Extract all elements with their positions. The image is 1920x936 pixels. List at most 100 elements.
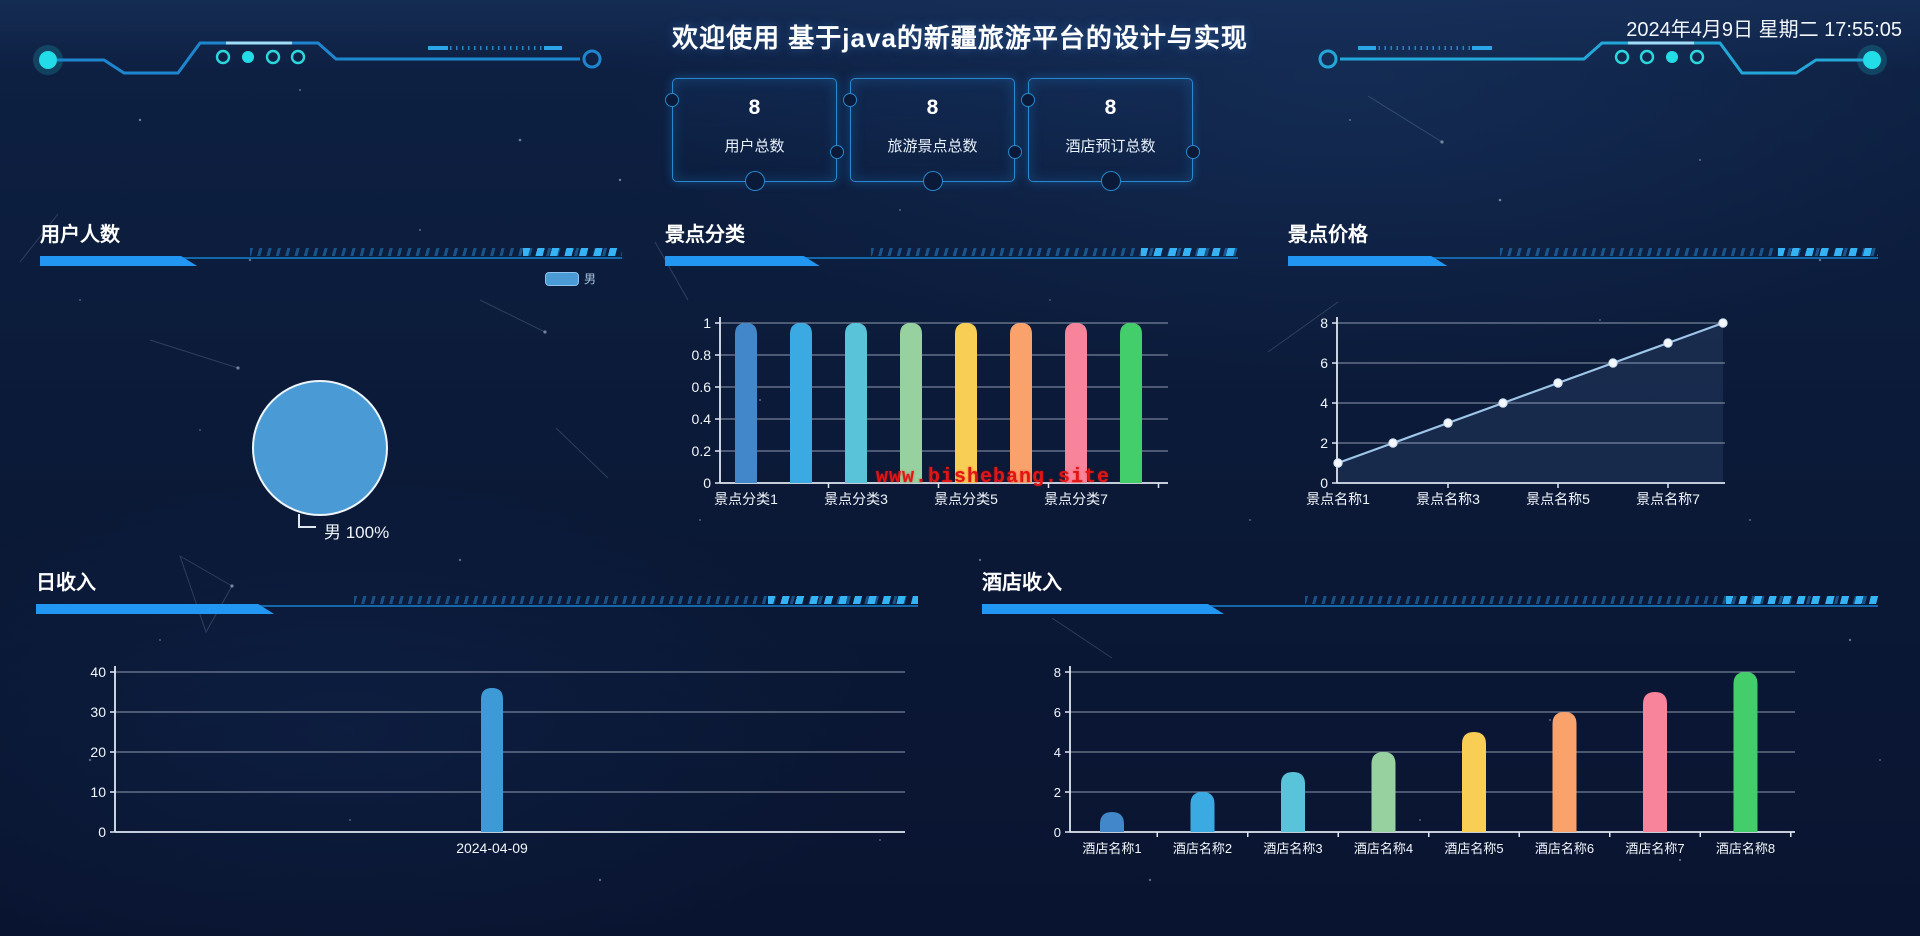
- bars: [1100, 672, 1758, 832]
- section-title-hotel-income: 酒店收入: [982, 572, 1062, 594]
- svg-text:2: 2: [1320, 435, 1328, 451]
- bar: [481, 688, 503, 832]
- pie-callout-line: [298, 514, 316, 528]
- section-title-categories: 景点分类: [665, 224, 745, 246]
- bar: [955, 323, 977, 483]
- card-notch: [1008, 145, 1022, 159]
- datetime-display: 2024年4月9日 星期二 17:55:05: [1626, 19, 1902, 41]
- svg-text:6: 6: [1320, 355, 1328, 371]
- svg-text:景点名称7: 景点名称7: [1636, 491, 1700, 507]
- card-notch: [744, 171, 765, 191]
- line-area: [1338, 323, 1723, 483]
- svg-text:景点分类5: 景点分类5: [934, 491, 998, 507]
- svg-text:4: 4: [1054, 745, 1061, 760]
- bar: [1462, 732, 1486, 832]
- line-path: [1337, 321, 1724, 465]
- axes-grid: 0 2 4 6 8: [1320, 315, 1725, 491]
- svg-text:酒店名称3: 酒店名称3: [1263, 841, 1322, 856]
- bar: [735, 323, 757, 483]
- bar: [1552, 712, 1577, 832]
- svg-text:6: 6: [1054, 705, 1061, 720]
- stat-label-users: 用户总数: [724, 138, 785, 155]
- svg-text:景点分类1: 景点分类1: [714, 491, 778, 507]
- x-labels: 景点分类1 景点分类3 景点分类5 景点分类7: [714, 483, 1160, 507]
- categories-bar-chart: 0 0.2 0.4 0.6 0.8 1 景点分类1 景点分类3 景点分类5 景点分类7: [692, 315, 1168, 507]
- section-underline: [982, 596, 1878, 616]
- svg-text:0: 0: [1320, 475, 1328, 491]
- x-labels: 2024-04-09: [456, 840, 528, 856]
- bar: [790, 323, 812, 483]
- bar: [900, 323, 922, 483]
- bar: [845, 323, 867, 483]
- legend-marker: [545, 271, 579, 286]
- pie-callout-label: 男 100%: [324, 523, 390, 542]
- card-notch: [1021, 93, 1035, 107]
- svg-text:酒店名称1: 酒店名称1: [1082, 841, 1141, 856]
- svg-text:酒店名称7: 酒店名称7: [1625, 841, 1684, 856]
- bar: [1100, 812, 1124, 832]
- bar: [1010, 323, 1032, 483]
- x-labels: 景点名称1 景点名称3 景点名称5 景点名称7: [1306, 483, 1700, 507]
- hotel-income-bar-chart: 0 2 4 6 8 酒店名称1 酒店名称2 酒店名称3 酒店名称4 酒店名称5 酒店名称6 酒店名称7…: [1054, 665, 1795, 856]
- svg-text:酒店名称8: 酒店名称8: [1716, 841, 1775, 856]
- stat-cards-row: 8 用户总数 8 旅游景点总数 8 酒店预订总数: [665, 78, 1200, 191]
- section-title-prices: 景点价格: [1288, 224, 1368, 246]
- svg-text:20: 20: [90, 744, 106, 760]
- card-notch: [1186, 145, 1200, 159]
- card-notch: [665, 93, 679, 107]
- watermark: www.bishebang.site: [876, 466, 1111, 489]
- card-notch: [1100, 171, 1121, 191]
- prices-line-chart: 0 2 4 6 8 景点名称1 景点名称3 景点名称5 景点名称7: [1306, 315, 1728, 507]
- page-title: 欢迎使用 基于java的新疆旅游平台的设计与实现: [672, 23, 1248, 53]
- svg-text:8: 8: [1054, 665, 1061, 680]
- daily-income-bar-chart: 0 10 20 30 40 2024-04-09: [90, 664, 905, 856]
- svg-text:0.2: 0.2: [692, 443, 712, 459]
- section-underline: [665, 248, 1238, 268]
- header-band: [0, 0, 1920, 72]
- x-labels: 酒店名称1 酒店名称2 酒店名称3 酒店名称4 酒店名称5 酒店名称6 酒店名称7 酒店名称8: [1082, 832, 1792, 856]
- bar: [1190, 792, 1215, 832]
- svg-text:0.6: 0.6: [692, 379, 712, 395]
- bars: [735, 323, 1142, 483]
- svg-text:景点名称5: 景点名称5: [1526, 491, 1590, 507]
- svg-text:景点分类7: 景点分类7: [1044, 491, 1108, 507]
- stat-value-hotel-bookings: 8: [1104, 96, 1117, 119]
- pie-legend-male[interactable]: 男: [545, 270, 596, 287]
- bar: [1281, 772, 1305, 832]
- pie-slice-male: [252, 380, 388, 516]
- svg-text:8: 8: [1320, 315, 1328, 331]
- bar: [1371, 752, 1396, 832]
- line-dots: [1333, 318, 1728, 468]
- stat-label-hotel-bookings: 酒店预订总数: [1065, 138, 1156, 155]
- bar: [1643, 692, 1667, 832]
- svg-text:0: 0: [703, 475, 711, 491]
- card-notch: [922, 171, 943, 191]
- svg-text:40: 40: [90, 664, 106, 680]
- bar: [1120, 323, 1142, 483]
- svg-text:酒店名称4: 酒店名称4: [1354, 841, 1413, 856]
- svg-text:0.4: 0.4: [692, 411, 712, 427]
- stat-value-users: 8: [748, 96, 761, 119]
- stat-label-attractions: 旅游景点总数: [887, 138, 978, 155]
- card-notch: [843, 93, 857, 107]
- svg-text:景点分类3: 景点分类3: [824, 491, 888, 507]
- section-underline: [36, 596, 918, 616]
- svg-text:1: 1: [703, 315, 711, 331]
- header-circuit-decoration-right: [1318, 41, 1887, 75]
- svg-text:2024-04-09: 2024-04-09: [456, 840, 528, 856]
- stat-card-users: 8 用户总数: [665, 78, 844, 191]
- stat-card-attractions: 8 旅游景点总数: [843, 78, 1022, 191]
- bar: [1065, 323, 1087, 483]
- svg-text:30: 30: [90, 704, 106, 720]
- svg-text:酒店名称6: 酒店名称6: [1535, 841, 1594, 856]
- axes-grid: 0 0.2 0.4 0.6 0.8 1: [692, 315, 1168, 491]
- svg-text:酒店名称5: 酒店名称5: [1444, 841, 1503, 856]
- svg-text:酒店名称2: 酒店名称2: [1173, 841, 1232, 856]
- section-title-users: 用户人数: [40, 224, 120, 246]
- svg-text:10: 10: [90, 784, 106, 800]
- svg-text:0: 0: [1054, 825, 1061, 840]
- stat-value-attractions: 8: [926, 96, 939, 119]
- card-notch: [830, 145, 844, 159]
- header-circuit-decoration-left: [33, 41, 602, 75]
- axes-grid: 0 10 20 30 40: [90, 664, 905, 840]
